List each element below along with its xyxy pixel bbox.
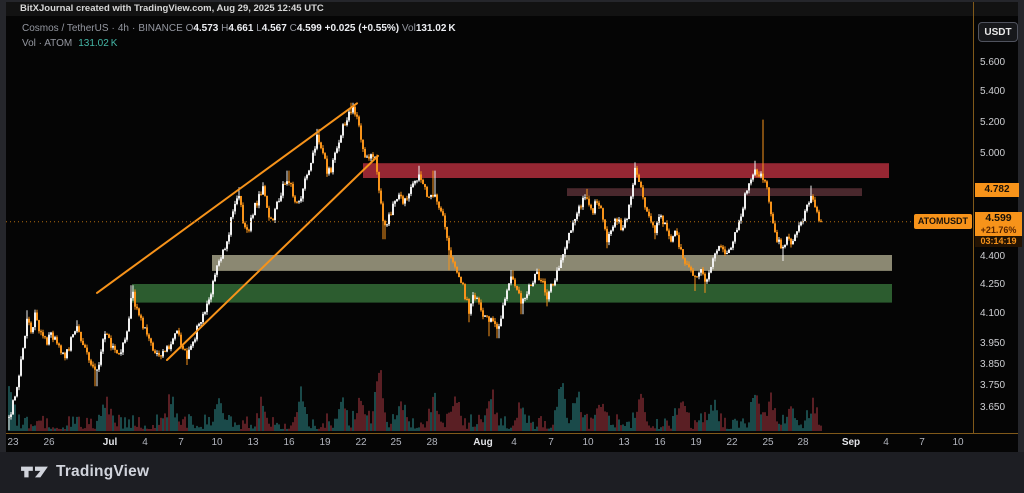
volume-indicator-legend: Vol · ATOM 131.02 K — [22, 38, 117, 49]
symbol-name[interactable]: Cosmos / TetherUS — [22, 23, 109, 34]
time-tick: 25 — [390, 437, 402, 448]
time-tick: 4 — [883, 437, 889, 448]
time-tick: 22 — [726, 437, 738, 448]
currency-toggle-button[interactable]: USDT — [978, 22, 1018, 42]
candles — [8, 102, 822, 431]
volume-indicator-value: 131.02 K — [78, 38, 118, 49]
close-label: C — [289, 23, 297, 34]
zone-supply-red[interactable] — [363, 163, 889, 178]
volume-value: 131.02 K — [415, 23, 456, 34]
time-tick: 28 — [426, 437, 438, 448]
tradingview-brand-text[interactable]: TradingView — [56, 463, 150, 480]
price-tick: 3.950 — [980, 338, 1006, 350]
open-value: 4.573 — [193, 23, 219, 34]
zone-demand-green[interactable] — [132, 284, 892, 303]
time-tick: 13 — [247, 437, 259, 448]
time-tick: Jul — [102, 437, 118, 448]
price-tick: 4.250 — [980, 279, 1006, 291]
wedge-lower-line[interactable] — [166, 154, 379, 361]
symbol-price-tag: ATOMUSDT — [913, 214, 972, 230]
price-tick: 4.100 — [980, 308, 1006, 320]
price-level-label: 4.782 — [975, 183, 1019, 198]
time-tick: 19 — [319, 437, 331, 448]
last-price-value: 4.599 — [985, 211, 1012, 224]
price-tick: 5.400 — [980, 86, 1006, 98]
attribution-text: BitXJournal created with TradingView.com… — [20, 3, 324, 14]
time-tick: 22 — [355, 437, 367, 448]
time-tick: 10 — [582, 437, 594, 448]
price-tick: 3.750 — [980, 380, 1006, 392]
open-label: O — [185, 23, 194, 34]
symbol-legend: Cosmos / TetherUS · 4h · BINANCE O4.573 H4.6… — [22, 23, 456, 34]
wedge-upper-line[interactable] — [96, 102, 358, 294]
attribution-bar: BitXJournal created with TradingView.com… — [6, 2, 1018, 16]
time-tick: 25 — [762, 437, 774, 448]
time-axis-separator — [6, 433, 1018, 434]
time-tick: 4 — [142, 437, 148, 448]
low-value: 4.567 — [261, 23, 287, 34]
time-tick: 7 — [919, 437, 925, 448]
last-price-change-pct: +21.76% — [980, 224, 1017, 235]
price-tick: 3.650 — [980, 401, 1006, 413]
time-tick: 7 — [178, 437, 184, 448]
price-tick: 5.200 — [980, 116, 1006, 128]
price-axis[interactable]: 5.600 5.400 5.200 5.000 4.400 4.250 4.100 3.950… — [973, 2, 1024, 433]
time-tick: Aug — [473, 437, 493, 448]
close-value: 4.599 — [296, 23, 322, 34]
change-value: +0.025 (+0.55%) — [324, 23, 400, 34]
last-price-axis-label: 4.599 +21.76% 03:14:19 — [975, 211, 1022, 247]
time-tick: 16 — [283, 437, 295, 448]
time-tick: 10 — [952, 437, 964, 448]
price-tick: 5.000 — [980, 148, 1006, 160]
time-tick: Sep — [841, 437, 861, 448]
exchange-label[interactable]: BINANCE — [138, 23, 183, 34]
price-tick: 3.850 — [980, 358, 1006, 370]
low-label: L — [256, 23, 262, 34]
price-axis-separator — [973, 2, 974, 433]
candlestick-chart-canvas[interactable] — [6, 2, 973, 452]
high-value: 4.661 — [228, 23, 254, 34]
chart-background — [6, 2, 1018, 452]
zone-support-tan[interactable] — [212, 255, 892, 271]
tradingview-logo-icon[interactable] — [20, 462, 50, 482]
price-tick: 5.600 — [980, 57, 1006, 68]
zone-resistance-brown[interactable] — [567, 188, 862, 196]
high-label: H — [221, 23, 229, 34]
time-tick: 16 — [654, 437, 666, 448]
volume-indicator-label[interactable]: Vol · ATOM — [22, 38, 73, 49]
time-tick: 26 — [43, 437, 55, 448]
footer-bar: TradingView — [0, 452, 1024, 493]
time-tick: 10 — [211, 437, 223, 448]
volume-pane — [8, 370, 822, 431]
time-tick: 13 — [618, 437, 630, 448]
price-tick: 4.400 — [980, 251, 1006, 263]
time-tick: 4 — [511, 437, 517, 448]
time-tick: 23 — [7, 437, 19, 448]
time-tick: 28 — [797, 437, 809, 448]
time-tick: 7 — [548, 437, 554, 448]
volume-label: Vol — [401, 23, 416, 34]
time-tick: 19 — [690, 437, 702, 448]
interval-label[interactable]: 4h — [117, 23, 129, 34]
bar-countdown: 03:14:19 — [975, 235, 1022, 247]
time-axis[interactable]: 23 26 Jul 4 7 10 13 16 19 22 25 28 Aug 4 7 10 13 16 19 22 25… — [0, 437, 1024, 451]
